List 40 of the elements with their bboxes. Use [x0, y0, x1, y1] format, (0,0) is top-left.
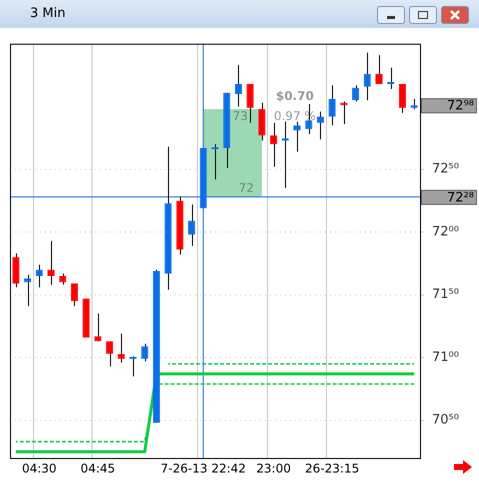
candlestick [141, 343, 148, 362]
candlestick [387, 67, 394, 90]
chart-title: 3 Min [30, 6, 66, 21]
x-tick-label: 26-23:15 [305, 461, 360, 476]
annotation: 72 [238, 181, 254, 196]
candlestick [410, 98, 418, 110]
candlestick [106, 340, 114, 367]
candlestick [94, 313, 102, 342]
candlestick [293, 121, 301, 152]
band-label: $0.70 [276, 89, 314, 104]
candlestick [375, 54, 383, 84]
candlestick [246, 83, 254, 124]
candlestick [352, 84, 360, 102]
candlestick [270, 122, 278, 168]
x-tick-label: 23:00 [256, 461, 291, 476]
x-tick-label: 04:30 [22, 461, 57, 476]
candlestick [316, 111, 324, 140]
y-tick-label: 72⁰⁰ [432, 224, 459, 240]
annotation: 73 [232, 109, 248, 124]
candlestick [340, 101, 348, 125]
ref-line-label: 72²⁸ [447, 190, 474, 206]
text: 72⁹⁸ [447, 98, 474, 114]
candlestick [70, 283, 78, 307]
x-tick-label: 7-26-13 22:42 [160, 461, 246, 476]
candlestick [282, 121, 289, 189]
candlestick [364, 52, 371, 101]
y-tick-label: 72⁵⁰ [432, 162, 459, 177]
x-tick-label: 04:45 [80, 461, 116, 476]
candlestick [36, 264, 43, 288]
candlestick [188, 204, 196, 246]
candlestick [47, 240, 55, 286]
y-tick-label: 71⁵⁰ [432, 287, 459, 302]
candlestick [398, 83, 406, 114]
y-tick-label: 71⁰⁰ [432, 350, 459, 365]
candlestick [328, 84, 336, 126]
candlestick [59, 272, 66, 286]
y-tick-label: 70⁵⁰ [432, 412, 459, 428]
candlestick [24, 274, 32, 307]
candlestick [118, 333, 125, 364]
candlestick [234, 64, 242, 108]
